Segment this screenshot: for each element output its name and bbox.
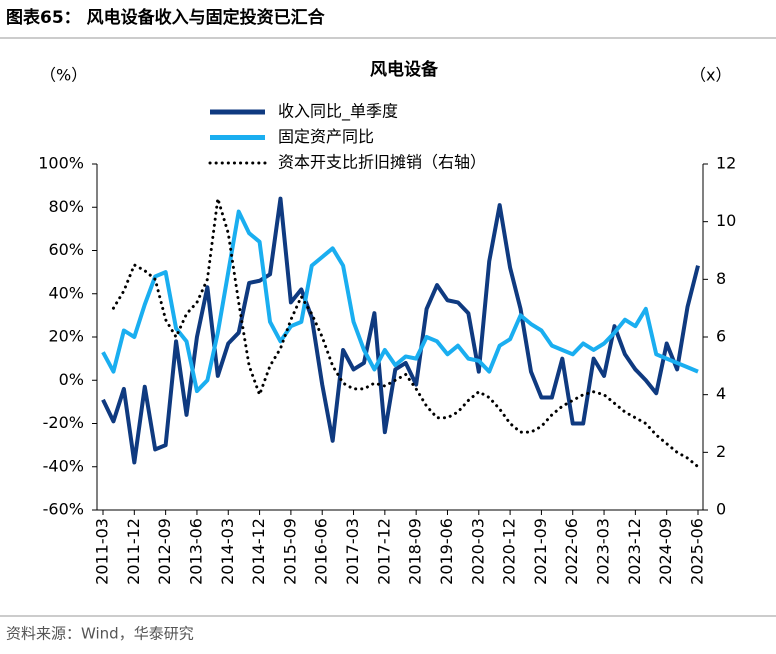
x-tick-label: 2011-12 <box>124 518 143 585</box>
x-tick-label: 2021-09 <box>531 518 550 585</box>
y-tick-label: -60% <box>43 500 84 519</box>
y-tick-label: 100% <box>38 154 84 173</box>
x-tick-label: 2015-09 <box>280 518 299 585</box>
legend-label: 收入同比_单季度 <box>278 102 398 122</box>
x-tick-label: 2022-06 <box>562 518 581 585</box>
x-tick-label: 2020-12 <box>500 518 519 585</box>
y2-tick-label: 8 <box>716 269 726 288</box>
x-tick-label: 2013-06 <box>186 518 205 585</box>
x-tick-label: 2023-03 <box>594 518 613 585</box>
x-tick-label: 2012-09 <box>155 518 174 585</box>
y-tick-label: 20% <box>48 327 84 346</box>
x-tick-label: 2016-06 <box>312 518 331 585</box>
x-tick-label: 2014-03 <box>218 518 237 585</box>
legend-label: 固定资产同比 <box>278 127 374 146</box>
y-tick-label: 40% <box>48 283 84 302</box>
x-tick-label: 2017-12 <box>374 518 393 585</box>
y-tick-label: 60% <box>48 240 84 259</box>
y2-tick-label: 2 <box>716 442 726 461</box>
x-tick-label: 2024-09 <box>656 518 675 585</box>
y2-tick-label: 10 <box>716 211 736 230</box>
y2-tick-label: 6 <box>716 327 726 346</box>
legend-label: 资本开支比折旧摊销（右轴） <box>278 153 486 172</box>
y2-tick-label: 4 <box>716 384 726 403</box>
x-tick-label: 2011-03 <box>93 518 112 585</box>
source: 资料来源：Wind，华泰研究 <box>6 625 194 643</box>
y2-tick-label: 0 <box>716 500 726 519</box>
y-tick-label: -20% <box>43 413 84 432</box>
x-tick-label: 2025-06 <box>688 518 707 585</box>
y2-tick-label: 12 <box>716 154 736 173</box>
x-tick-label: 2023-12 <box>625 518 644 585</box>
y2-axis-label: （x） <box>690 66 731 85</box>
x-tick-label: 2017-03 <box>343 518 362 585</box>
series-line <box>101 196 700 465</box>
series-line <box>101 209 699 394</box>
x-tick-label: 2020-03 <box>468 518 487 585</box>
y-tick-label: -40% <box>43 456 84 475</box>
series-line <box>111 197 700 469</box>
header: 图表65： 风电设备收入与固定投资已汇合 <box>6 7 326 28</box>
y-tick-label: 0% <box>59 370 84 389</box>
x-tick-label: 2018-09 <box>406 518 425 585</box>
x-tick-label: 2019-06 <box>437 518 456 585</box>
chart-title: 风电设备 <box>370 59 439 80</box>
y-tick-label: 80% <box>48 197 84 216</box>
y-axis-label: （%） <box>40 66 87 85</box>
x-tick-label: 2014-12 <box>249 518 268 585</box>
